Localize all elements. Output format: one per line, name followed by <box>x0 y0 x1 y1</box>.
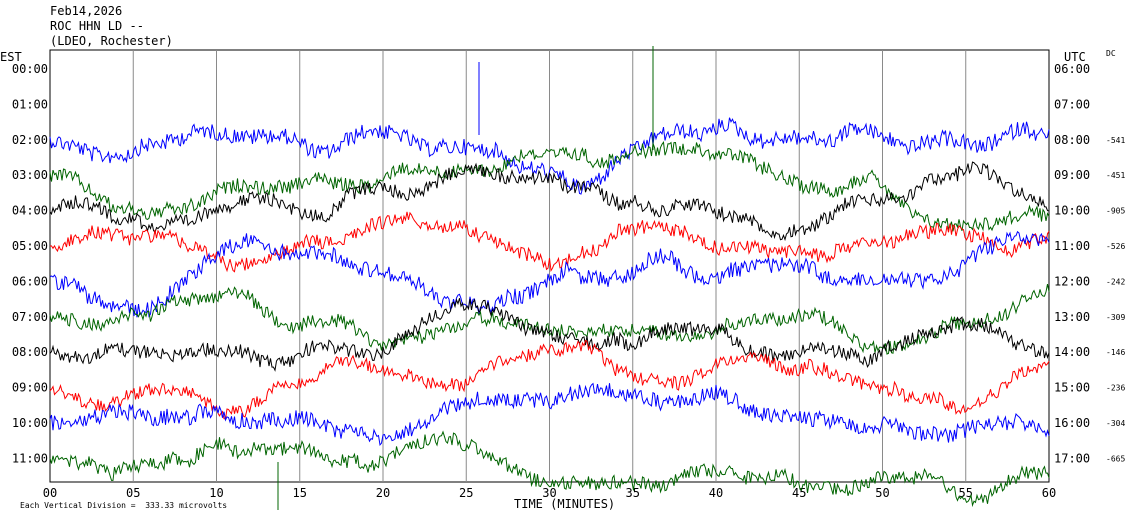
dc-offset-label: -665 <box>1106 454 1125 463</box>
est-hour-label: 06:00 <box>12 274 48 288</box>
trace-line <box>49 382 1050 447</box>
est-hour-label: 03:00 <box>12 168 48 182</box>
dc-offset-label: -541 <box>1106 136 1125 145</box>
x-axis-title: TIME (MINUTES) <box>514 497 616 511</box>
utc-hour-label: 10:00 <box>1054 204 1090 218</box>
utc-hour-label: 06:00 <box>1054 62 1090 76</box>
utc-hour-label: 16:00 <box>1054 416 1090 430</box>
dc-offset-label: -451 <box>1106 171 1125 180</box>
x-tick-label: 60 <box>1042 486 1056 500</box>
trace-line <box>49 140 1050 232</box>
utc-hour-label: 17:00 <box>1054 451 1090 465</box>
utc-hour-label: 07:00 <box>1054 97 1090 111</box>
dc-column-label: DC <box>1106 49 1116 58</box>
trace-line <box>49 430 1050 508</box>
x-tick-label: 35 <box>626 486 640 500</box>
trace-line <box>49 117 1050 195</box>
utc-hour-label: 12:00 <box>1054 274 1090 288</box>
trace-line <box>49 211 1050 273</box>
utc-hour-label: 08:00 <box>1054 133 1090 147</box>
utc-hour-label: 14:00 <box>1054 345 1090 359</box>
dc-offset-label: -309 <box>1106 313 1125 322</box>
est-hour-label: 04:00 <box>12 204 48 218</box>
x-tick-label: 50 <box>875 486 889 500</box>
utc-hour-label: 11:00 <box>1054 239 1090 253</box>
utc-axis-label: UTC <box>1064 50 1086 64</box>
est-hour-label: 11:00 <box>12 451 48 465</box>
dc-offset-label: -905 <box>1106 207 1125 216</box>
chart-network: (LDEO, Rochester) <box>50 34 173 48</box>
dc-offset-label: -526 <box>1106 242 1125 251</box>
est-hour-label: 05:00 <box>12 239 48 253</box>
est-axis-label: EST <box>0 50 22 64</box>
dc-offset-label: -242 <box>1106 277 1125 286</box>
x-tick-label: 45 <box>792 486 806 500</box>
dc-offset-label: -304 <box>1106 419 1125 428</box>
scale-note: Each Vertical Division = 333.33 microvol… <box>20 501 228 510</box>
x-tick-label: 40 <box>709 486 723 500</box>
utc-hour-label: 09:00 <box>1054 168 1090 182</box>
chart-date: Feb14,2026 <box>50 4 123 18</box>
est-hour-label: 01:00 <box>12 97 48 111</box>
x-tick-label: 05 <box>126 486 140 500</box>
dc-offset-label: -146 <box>1106 348 1125 357</box>
x-tick-label: 10 <box>209 486 223 500</box>
est-hour-label: 09:00 <box>12 381 48 395</box>
est-hour-label: 10:00 <box>12 416 48 430</box>
utc-hour-label: 13:00 <box>1054 310 1090 324</box>
trace-line <box>49 161 1050 242</box>
trace-line <box>49 298 1050 372</box>
x-tick-label: 25 <box>459 486 473 500</box>
x-tick-label: 00 <box>43 486 57 500</box>
x-tick-label: 30 <box>542 486 556 500</box>
chart-station: ROC HHN LD -- <box>50 19 144 33</box>
dc-offset-label: -236 <box>1106 384 1125 393</box>
utc-hour-label: 15:00 <box>1054 381 1090 395</box>
est-hour-label: 00:00 <box>12 62 48 76</box>
est-hour-label: 08:00 <box>12 345 48 359</box>
x-tick-label: 15 <box>293 486 307 500</box>
trace-line <box>49 230 1050 318</box>
x-tick-label: 20 <box>376 486 390 500</box>
est-hour-label: 07:00 <box>12 310 48 324</box>
est-hour-label: 02:00 <box>12 133 48 147</box>
